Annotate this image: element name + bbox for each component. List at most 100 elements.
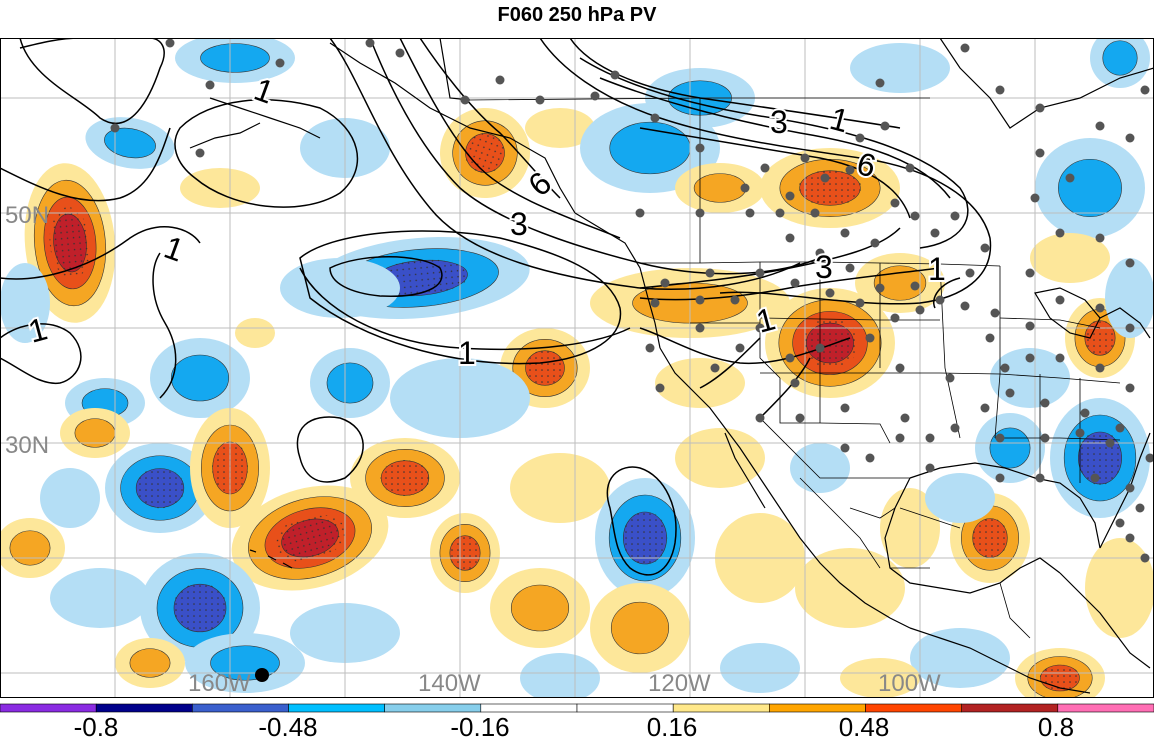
station-dot	[1000, 363, 1010, 373]
anomaly-blob	[693, 173, 747, 203]
lon-label-160w: 160W	[188, 670, 251, 697]
anomaly-blob	[524, 350, 566, 386]
station-dot	[790, 378, 800, 388]
anomaly-blob	[170, 354, 230, 402]
station-dot	[1125, 483, 1135, 493]
grid-labels: 50N 30N 160W 140W 120W 100W	[5, 202, 941, 697]
station-dot	[1095, 303, 1105, 313]
station-dot	[655, 383, 665, 393]
station-dot	[195, 148, 205, 158]
station-dot	[755, 323, 765, 333]
station-dot	[790, 278, 800, 288]
contour-label: 3	[770, 104, 788, 140]
station-dot	[1140, 553, 1150, 563]
station-dot	[610, 70, 620, 80]
station-dot	[1095, 233, 1105, 243]
station-dot	[815, 343, 825, 353]
station-dot	[1005, 388, 1015, 398]
lat-label-50n: 50N	[5, 202, 49, 229]
anomaly-blob	[720, 643, 800, 693]
station-dot	[1125, 533, 1135, 543]
anomaly-blob	[1084, 320, 1116, 356]
station-dot	[165, 38, 175, 48]
anomaly-blob	[520, 653, 600, 698]
station-dot	[755, 268, 765, 278]
station-dot	[785, 353, 795, 363]
station-dot	[870, 238, 880, 248]
anomaly-blob	[280, 258, 400, 318]
colorbar-swatch	[1057, 703, 1154, 713]
station-dot	[755, 413, 765, 423]
anomaly-blob	[622, 511, 668, 565]
station-dot	[875, 78, 885, 88]
anomaly-blob	[525, 108, 595, 148]
station-dots	[110, 38, 1154, 563]
station-dot	[890, 198, 900, 208]
station-dot	[650, 113, 660, 123]
colorbar-swatch	[768, 703, 866, 713]
station-dot	[910, 281, 920, 291]
anomaly-blob	[675, 428, 765, 488]
station-dot	[845, 263, 855, 273]
station-dot	[825, 288, 835, 298]
anomaly-blob	[1105, 258, 1154, 338]
station-dot	[820, 173, 830, 183]
station-dot	[730, 295, 740, 305]
station-dot	[895, 433, 905, 443]
anomaly-blob	[135, 467, 185, 509]
station-dot	[695, 143, 705, 153]
colorbar-swatch	[865, 703, 962, 713]
lon-label-140w: 140W	[418, 670, 481, 697]
station-dot	[535, 95, 545, 105]
station-dot	[840, 403, 850, 413]
anomaly-blob	[9, 530, 51, 566]
station-dot	[695, 208, 705, 218]
anomaly-blob	[129, 648, 171, 678]
station-dot	[1125, 133, 1135, 143]
station-dot	[800, 153, 810, 163]
station-dot	[1125, 323, 1135, 333]
contour-label: 3	[510, 206, 528, 242]
station-dot	[915, 305, 925, 315]
station-dot	[1025, 321, 1035, 331]
station-dot	[890, 313, 900, 323]
station-dot	[1035, 473, 1045, 483]
station-dot	[855, 133, 865, 143]
station-dot	[1080, 408, 1090, 418]
station-dot	[590, 91, 600, 101]
anomaly-blob	[200, 43, 270, 73]
station-dot	[960, 43, 970, 53]
lat-lon-grid	[0, 38, 1154, 698]
station-dot	[845, 165, 855, 175]
pv-map: 1 1 1 1 1 1 1 3 3 3 6 6 50N 30N 160W 140…	[0, 38, 1154, 698]
station-dot	[650, 298, 660, 308]
colorbar-label: -0.48	[258, 712, 317, 739]
station-dot	[810, 208, 820, 218]
station-dot	[950, 211, 960, 221]
station-dot	[1115, 518, 1125, 528]
colorbar-swatch	[961, 703, 1059, 713]
station-dot	[980, 243, 990, 253]
anomaly-blob	[1102, 40, 1138, 76]
colorbar-swatch	[672, 703, 770, 713]
colorbar-swatch	[480, 703, 578, 713]
colorbar-label: 0.8	[1038, 712, 1074, 739]
station-dot	[695, 295, 705, 305]
station-dot	[1065, 173, 1075, 183]
station-dot	[1030, 193, 1040, 203]
station-dot	[880, 121, 890, 131]
station-dot	[855, 298, 865, 308]
station-dot	[995, 85, 1005, 95]
anomaly-blob	[510, 584, 570, 632]
station-dot	[945, 373, 955, 383]
anomaly-blob	[840, 658, 920, 698]
station-dot	[275, 58, 285, 68]
colorbar: -0.8 -0.48 -0.16 0.16 0.48 0.8	[0, 703, 1154, 739]
location-marker	[255, 668, 269, 682]
station-dot	[840, 228, 850, 238]
station-dot	[960, 301, 970, 311]
anomaly-blob	[173, 583, 227, 633]
station-dot	[865, 333, 875, 343]
colorbar-label: -0.8	[74, 712, 119, 739]
station-dot	[985, 333, 995, 343]
